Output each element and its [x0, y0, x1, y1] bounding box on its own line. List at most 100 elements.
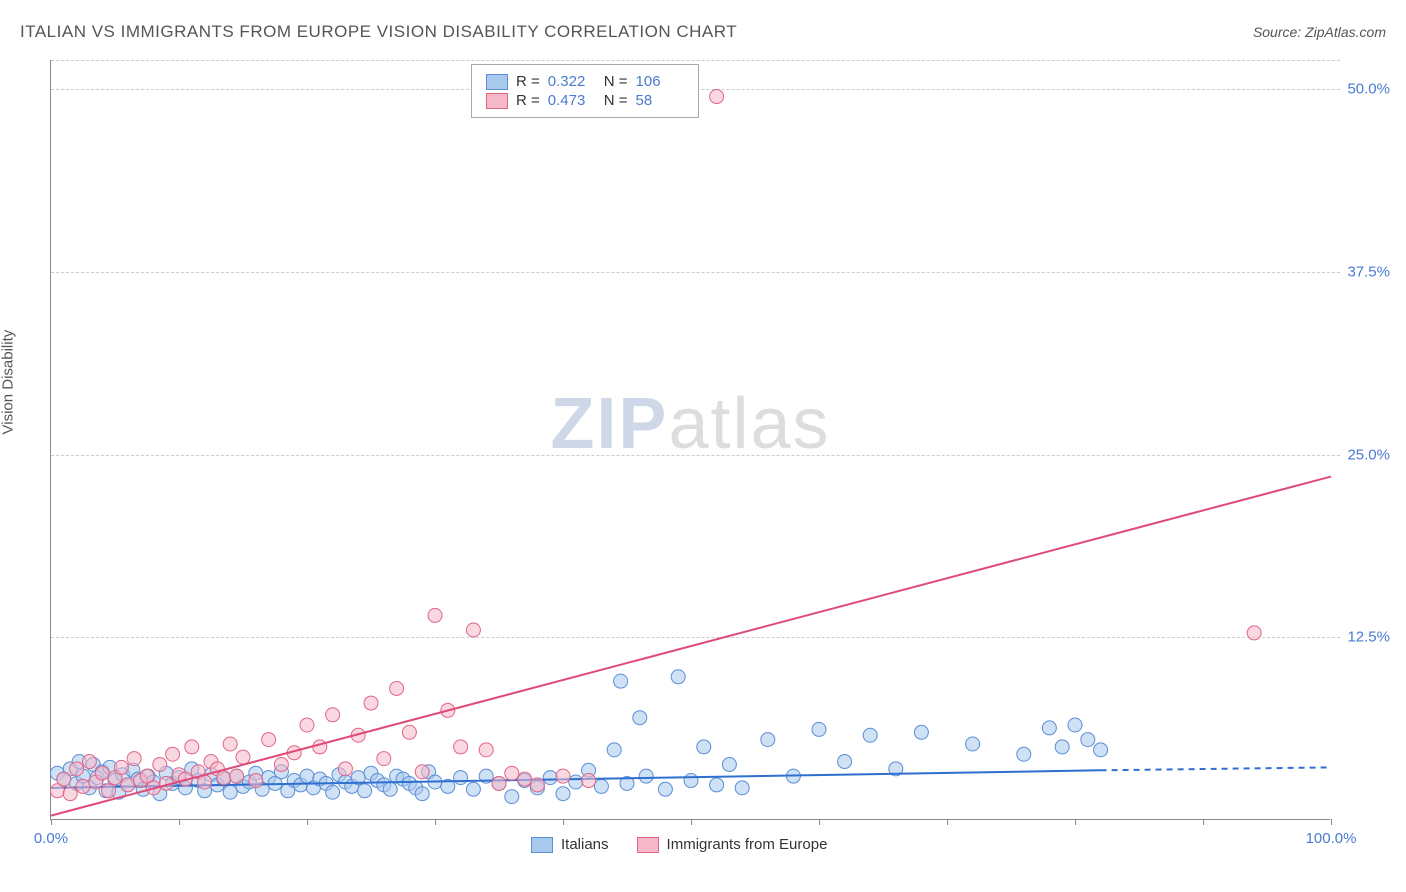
data-point — [454, 771, 468, 785]
data-point — [102, 784, 116, 798]
data-point — [300, 718, 314, 732]
legend-item-immigrants: Immigrants from Europe — [637, 836, 828, 853]
data-point — [313, 740, 327, 754]
data-point — [466, 782, 480, 796]
data-point — [95, 766, 109, 780]
trend-line-extrapolated — [1101, 767, 1331, 770]
data-point — [364, 696, 378, 710]
data-point — [63, 787, 77, 801]
data-point — [639, 769, 653, 783]
data-point — [223, 785, 237, 799]
data-point — [153, 757, 167, 771]
data-point — [1094, 743, 1108, 757]
data-point — [697, 740, 711, 754]
chart-title: ITALIAN VS IMMIGRANTS FROM EUROPE VISION… — [20, 22, 737, 42]
data-point — [76, 779, 90, 793]
data-point — [390, 681, 404, 695]
data-point — [185, 740, 199, 754]
data-point — [166, 747, 180, 761]
swatch-immigrants — [486, 93, 508, 109]
data-point — [614, 674, 628, 688]
data-point — [722, 757, 736, 771]
y-tick-label: 25.0% — [1347, 446, 1390, 463]
data-point — [358, 784, 372, 798]
data-point — [914, 725, 928, 739]
data-point — [57, 772, 71, 786]
data-point — [582, 774, 596, 788]
data-point — [223, 737, 237, 751]
x-tick — [51, 819, 52, 825]
data-point — [710, 778, 724, 792]
r-label: R = — [516, 92, 540, 109]
swatch-immigrants — [637, 837, 659, 853]
data-point — [505, 766, 519, 780]
data-point — [262, 733, 276, 747]
data-point — [1017, 747, 1031, 761]
data-point — [812, 722, 826, 736]
data-point — [82, 755, 96, 769]
y-axis-label: Vision Disability — [0, 330, 17, 435]
data-point — [236, 750, 250, 764]
r-value-italians: 0.322 — [548, 73, 596, 90]
data-point — [70, 762, 84, 776]
data-point — [466, 623, 480, 637]
source-attribution: Source: ZipAtlas.com — [1253, 24, 1386, 40]
data-point — [607, 743, 621, 757]
legend-bottom: Italians Immigrants from Europe — [531, 836, 827, 853]
x-tick — [1075, 819, 1076, 825]
legend-stats-row-immigrants: R = 0.473 N = 58 — [486, 92, 684, 109]
data-point — [249, 774, 263, 788]
data-point — [338, 762, 352, 776]
x-tick-label: 0.0% — [34, 830, 68, 847]
data-point — [556, 787, 570, 801]
data-point — [274, 757, 288, 771]
trend-line — [51, 477, 1331, 816]
x-tick — [435, 819, 436, 825]
y-tick-label: 12.5% — [1347, 629, 1390, 646]
n-label: N = — [604, 73, 628, 90]
x-tick — [691, 819, 692, 825]
legend-label-italians: Italians — [561, 836, 609, 853]
data-point — [710, 90, 724, 104]
data-point — [1247, 626, 1261, 640]
x-tick — [563, 819, 564, 825]
x-tick — [307, 819, 308, 825]
data-point — [1042, 721, 1056, 735]
x-tick — [1203, 819, 1204, 825]
data-point — [684, 774, 698, 788]
source-prefix: Source: — [1253, 24, 1305, 40]
n-value-immigrants: 58 — [636, 92, 684, 109]
n-value-italians: 106 — [636, 73, 684, 90]
data-point — [761, 733, 775, 747]
data-point — [1055, 740, 1069, 754]
data-point — [230, 769, 244, 783]
x-tick — [947, 819, 948, 825]
data-point — [377, 752, 391, 766]
legend-item-italians: Italians — [531, 836, 609, 853]
data-point — [556, 769, 570, 783]
data-point — [863, 728, 877, 742]
legend-label-immigrants: Immigrants from Europe — [667, 836, 828, 853]
legend-stats: R = 0.322 N = 106 R = 0.473 N = 58 — [471, 64, 699, 118]
data-point — [326, 708, 340, 722]
data-point — [402, 725, 416, 739]
source-name: ZipAtlas.com — [1305, 24, 1386, 40]
data-point — [543, 771, 557, 785]
data-point — [671, 670, 685, 684]
x-tick-label: 100.0% — [1306, 830, 1357, 847]
swatch-italians — [486, 74, 508, 90]
data-point — [966, 737, 980, 751]
data-point — [505, 790, 519, 804]
data-point — [121, 778, 135, 792]
data-point — [594, 779, 608, 793]
y-tick-label: 50.0% — [1347, 81, 1390, 98]
data-point — [838, 755, 852, 769]
scatter-svg — [51, 60, 1330, 819]
y-tick-label: 37.5% — [1347, 263, 1390, 280]
data-point — [518, 772, 532, 786]
data-point — [479, 743, 493, 757]
data-point — [633, 711, 647, 725]
data-point — [415, 787, 429, 801]
n-label: N = — [604, 92, 628, 109]
swatch-italians — [531, 837, 553, 853]
